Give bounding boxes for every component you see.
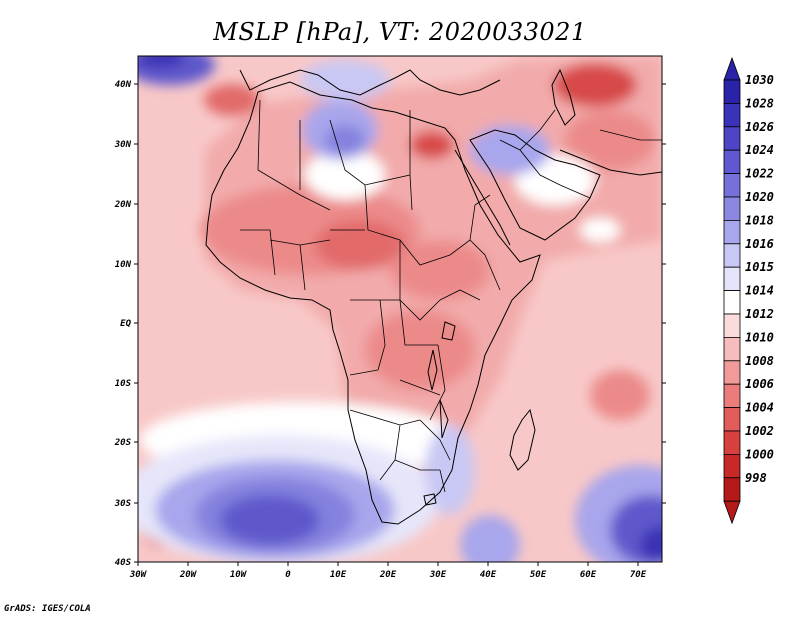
lon-label: 30E: [429, 570, 447, 580]
low-sahel: [315, 220, 405, 270]
colorbar-swatch: [723, 126, 741, 151]
great-lakes: [427, 321, 456, 439]
colorbar-level-label: 1024: [745, 143, 774, 157]
colorbar-level-label: 1015: [745, 260, 774, 274]
colorbar-swatch: [723, 79, 741, 104]
lon-label: 30W: [129, 570, 148, 580]
grads-credit: GrADS: IGES/COLA: [4, 604, 91, 614]
colorbar-level-label: 1012: [745, 307, 774, 321]
high-se-corner-core: [640, 527, 662, 562]
colorbar-arrow-top: [723, 56, 741, 81]
colorbar-level-label: 1006: [745, 377, 774, 391]
colorbar-swatch: [723, 103, 741, 128]
lat-label: 30N: [114, 140, 132, 150]
colorbar-swatch: [723, 453, 741, 479]
colorbar-level-label: 1030: [745, 73, 774, 87]
lon-label: 70E: [630, 570, 647, 580]
high-mozambique: [460, 515, 520, 562]
low-caspian: [553, 63, 637, 107]
longitude-labels: 30W 20W 10W 0 10E 20E 30E 40E 50E 60E 70…: [129, 570, 647, 580]
lon-label: 60E: [580, 570, 597, 580]
colorbar-level-label: 1018: [745, 213, 774, 227]
colorbar-level-label: 1004: [745, 401, 774, 415]
colorbar-swatch: [723, 360, 741, 385]
low-egypt: [410, 131, 454, 159]
colorbar-swatch: [723, 196, 741, 221]
map-title: MSLP [hPa], VT: 2020033021: [213, 18, 587, 46]
lon-label: 50E: [530, 570, 547, 580]
low-iran: [565, 110, 655, 170]
axis-ticks: [134, 83, 666, 566]
colorbar-level-label: 1026: [745, 120, 774, 134]
high-south-atlantic-core: [220, 495, 320, 545]
lat-label: 10N: [115, 260, 132, 270]
colorbar-swatch: [723, 173, 741, 198]
colorbar-level-label: 1022: [745, 167, 774, 181]
colorbar-swatch: [723, 336, 741, 362]
colorbar-level-label: 1014: [745, 284, 774, 298]
pressure-field: [138, 56, 662, 562]
high-south-africa-east: [425, 425, 475, 515]
madagascar: [509, 408, 536, 471]
colorbar-swatch: [723, 266, 741, 292]
africa-coastline: [205, 81, 541, 525]
low-east-africa: [390, 240, 490, 300]
europe-coastline: [239, 69, 501, 96]
lon-label: 40E: [480, 570, 497, 580]
colorbar-swatch: [723, 477, 741, 502]
lon-label: 10E: [330, 570, 347, 580]
colorbar-swatch: [723, 407, 741, 432]
plot-frame: [137, 55, 663, 563]
lon-label: 20E: [379, 570, 397, 580]
low-indian-ocean: [590, 370, 650, 420]
colorbar-swatch: [723, 243, 741, 268]
lesotho: [423, 493, 437, 506]
low-atlantic-north: [204, 84, 260, 116]
colorbar-swatch: [723, 149, 741, 174]
high-mediterranean-core: [325, 125, 365, 155]
caspian-sea: [551, 68, 576, 126]
red-sea: [454, 149, 511, 246]
country-borders: [240, 99, 662, 493]
lat-label: 30S: [114, 499, 132, 509]
latitude-labels: 40N 30N 20N 10N EQ 10S 20S 30S 40S: [114, 80, 132, 568]
colorbar-level-label: 1028: [745, 96, 774, 110]
lon-label: 10W: [230, 570, 248, 580]
lat-label: 20S: [114, 438, 132, 448]
lat-label: EQ: [120, 319, 131, 329]
colorbar-level-label: 1016: [745, 237, 774, 251]
neutral-east-africa: [580, 218, 620, 242]
lat-label: 10S: [115, 379, 132, 389]
colorbar-level-label: 1010: [745, 330, 774, 344]
arabia-coastline: [469, 129, 601, 241]
colorbar-level-label: 1002: [745, 424, 774, 438]
lon-label: 20W: [179, 570, 198, 580]
boundaries: [205, 68, 662, 525]
colorbar-swatch: [723, 290, 741, 315]
high-nw-corner-core: [138, 56, 185, 68]
iran-coastline: [559, 149, 662, 176]
colorbar-level-label: 998: [745, 471, 767, 485]
lon-label: 0: [285, 570, 291, 580]
colorbar-legend: 1030 1028 1026 1024 1022 1020 1018 1016 1015 1014…: [723, 56, 774, 525]
lat-label: 40N: [115, 80, 132, 90]
colorbar-level-label: 1000: [745, 447, 774, 461]
low-central: [365, 310, 475, 390]
colorbar-swatch: [723, 383, 741, 409]
lat-label: 20N: [114, 200, 132, 210]
colorbar-swatch: [723, 219, 741, 245]
lat-label: 40S: [115, 558, 132, 568]
colorbar-level-label: 1008: [745, 354, 774, 368]
colorbar-swatch: [723, 313, 741, 338]
high-europe: [300, 60, 390, 100]
colorbar-swatch: [723, 430, 741, 455]
colorbar-arrow-bottom: [723, 500, 741, 525]
colorbar-level-label: 1020: [745, 190, 774, 204]
